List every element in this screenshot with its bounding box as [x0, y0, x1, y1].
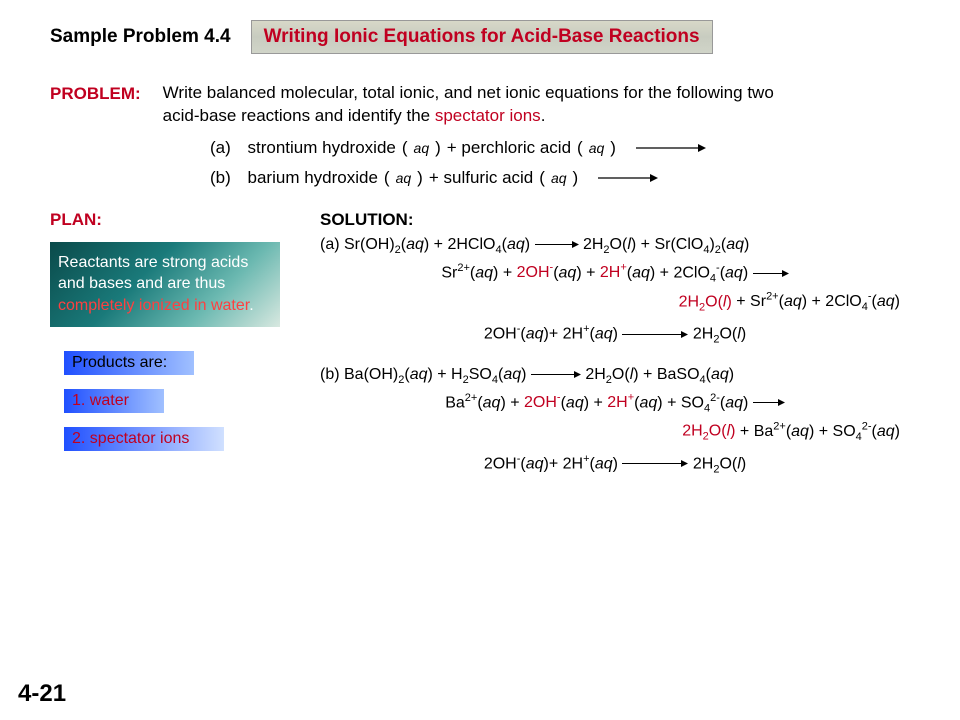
problem-label: PROBLEM: [50, 82, 141, 128]
columns: PLAN: Reactants are strong acids and bas… [50, 210, 910, 495]
solution-label: SOLUTION: [320, 210, 910, 230]
eq-b-ionic-right: 2H2O(l) + Ba2+(aq) + SO42-(aq) [320, 420, 900, 443]
aq: aq [589, 140, 605, 156]
solution-a: (a) Sr(OH)2(aq) + 2HClO4(aq) 2H2O(l) + S… [320, 236, 910, 346]
problem-block: PROBLEM: Write balanced molecular, total… [50, 82, 910, 128]
spectator-pill: 2. spectator ions [64, 427, 224, 451]
water-pill: 1. water [64, 389, 164, 413]
aq: aq [414, 140, 430, 156]
eq-b-molecular: (b) Ba(OH)2(aq) + H2SO4(aq) 2H2O(l) + Ba… [320, 366, 910, 386]
arrow-icon [636, 143, 706, 153]
eq-a-ionic-left: Sr2+(aq) + 2OH-(aq) + 2H+(aq) + 2ClO4-(a… [320, 262, 910, 285]
arrow-icon [598, 173, 658, 183]
plan-text-after: . [249, 297, 253, 314]
problem-text: Write balanced molecular, total ionic, a… [163, 82, 803, 128]
problem-text-after: . [541, 106, 546, 125]
plan-text-red: completely ionized in water [58, 297, 249, 314]
reaction-a: (a) strontium hydroxide(aq) + perchloric… [210, 138, 910, 158]
eq-a-molecular: (a) Sr(OH)2(aq) + 2HClO4(aq) 2H2O(l) + S… [320, 236, 910, 256]
arrow-icon [622, 459, 688, 468]
page-number: 4-21 [18, 680, 66, 708]
arrow-icon [753, 398, 785, 407]
reaction-b-r1: barium hydroxide [248, 168, 378, 188]
plan-box: Reactants are strong acids and bases and… [50, 242, 280, 327]
products-pill: Products are: [64, 351, 194, 375]
arrow-icon [535, 240, 579, 249]
plan-column: PLAN: Reactants are strong acids and bas… [50, 210, 290, 495]
reaction-b-label: (b) [210, 168, 231, 188]
reaction-a-r1: strontium hydroxide [248, 138, 396, 158]
reaction-a-label: (a) [210, 138, 231, 158]
solution-column: SOLUTION: (a) Sr(OH)2(aq) + 2HClO4(aq) 2… [320, 210, 910, 495]
reaction-list: (a) strontium hydroxide(aq) + perchloric… [210, 138, 910, 188]
arrow-icon [531, 370, 581, 379]
eq-a-net: 2OH-(aq)+ 2H+(aq) 2H2O(l) [320, 323, 910, 346]
problem-highlight: spectator ions [435, 106, 541, 125]
plan-label: PLAN: [50, 210, 290, 230]
arrow-icon [753, 269, 789, 278]
arrow-icon [622, 330, 688, 339]
eq-b-net: 2OH-(aq)+ 2H+(aq) 2H2O(l) [320, 453, 910, 476]
reaction-b: (b) barium hydroxide(aq) + sulfuric acid… [210, 168, 910, 188]
aq: aq [551, 170, 567, 186]
aq: aq [396, 170, 412, 186]
solution-b: (b) Ba(OH)2(aq) + H2SO4(aq) 2H2O(l) + Ba… [320, 366, 910, 476]
header-row: Sample Problem 4.4 Writing Ionic Equatio… [50, 20, 910, 54]
eq-a-ionic-right: 2H2O(l) + Sr2+(aq) + 2ClO4-(aq) [320, 291, 900, 314]
reaction-a-plus: + perchloric acid [447, 138, 571, 158]
reaction-b-plus: + sulfuric acid [429, 168, 533, 188]
title-box: Writing Ionic Equations for Acid-Base Re… [251, 20, 713, 54]
sample-problem-label: Sample Problem 4.4 [50, 26, 231, 48]
eq-b-ionic-left: Ba2+(aq) + 2OH-(aq) + 2H+(aq) + SO42-(aq… [320, 392, 910, 415]
plan-text-before: Reactants are strong acids and bases and… [58, 254, 248, 293]
